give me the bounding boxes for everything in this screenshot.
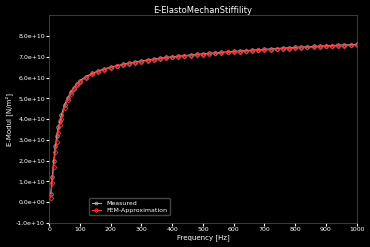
FEM-Approximation: [354, 43, 359, 46]
Measured: [65, 97, 70, 100]
FEM-Approximation: [256, 49, 260, 52]
Measured: [51, 159, 56, 162]
Y-axis label: E-Modul [N/m²]: E-Modul [N/m²]: [6, 93, 13, 145]
Measured: [182, 54, 187, 57]
Title: E-ElastoMechanStiffility: E-ElastoMechanStiffility: [154, 5, 252, 15]
FEM-Approximation: [51, 165, 56, 168]
Legend: Measured, FEM-Approximation: Measured, FEM-Approximation: [89, 198, 169, 215]
Measured: [354, 43, 359, 46]
Line: Measured: Measured: [49, 43, 359, 195]
Measured: [256, 48, 260, 51]
FEM-Approximation: [65, 99, 70, 102]
FEM-Approximation: [90, 73, 94, 76]
Measured: [90, 72, 94, 75]
FEM-Approximation: [182, 55, 187, 58]
Line: FEM-Approximation: FEM-Approximation: [49, 43, 359, 200]
Measured: [58, 120, 62, 123]
X-axis label: Frequency [Hz]: Frequency [Hz]: [176, 235, 229, 242]
FEM-Approximation: [48, 196, 53, 199]
Measured: [48, 192, 53, 195]
FEM-Approximation: [58, 124, 62, 127]
